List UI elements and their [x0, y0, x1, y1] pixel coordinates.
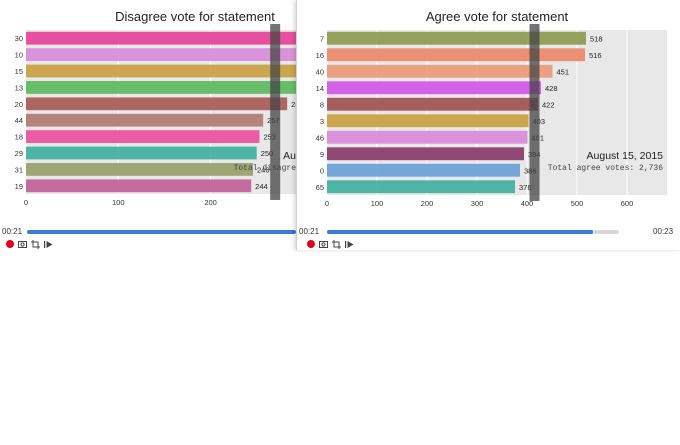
x-tick-label: 200	[204, 198, 217, 207]
left-player-controls	[6, 238, 53, 250]
x-tick-label: 500	[571, 199, 584, 208]
value-label: 246	[257, 165, 270, 174]
category-label: 10	[15, 51, 23, 60]
marker-band	[270, 24, 281, 200]
left-current-time: 00:21	[2, 227, 23, 236]
category-label: 3	[320, 117, 324, 126]
bar-16	[327, 48, 585, 62]
right-current-time: 00:21	[299, 227, 320, 236]
marker-band	[529, 24, 540, 201]
category-label: 30	[15, 34, 23, 43]
bar-15	[26, 64, 296, 78]
category-label: 8	[320, 100, 324, 109]
bar-13	[26, 81, 296, 94]
right-progress-fill	[327, 230, 593, 234]
value-label: 428	[545, 84, 558, 93]
right-progress-bar[interactable]	[327, 230, 619, 234]
bar-8	[327, 97, 538, 111]
bar-20	[26, 97, 288, 111]
bar-9	[327, 147, 524, 161]
category-label: 20	[15, 100, 23, 109]
category-label: 18	[15, 133, 23, 142]
category-label: 46	[316, 133, 324, 142]
bar-40	[327, 64, 553, 78]
x-tick-label: 0	[325, 199, 329, 208]
x-tick-label: 600	[621, 199, 634, 208]
category-label: 7	[320, 34, 324, 43]
bar-3	[327, 114, 529, 128]
category-label: 15	[15, 67, 23, 76]
right-player-controls	[307, 238, 354, 250]
category-label: 13	[15, 83, 23, 92]
x-tick-label: 100	[112, 198, 125, 207]
x-tick-label: 0	[24, 198, 28, 207]
right-player-timeline: 00:21 00:23	[297, 226, 680, 240]
disagree-chart-panel: Disagree vote for statement3034110324153…	[0, 0, 296, 250]
disagree-bar-chart: Disagree vote for statement3034110324153…	[15, 9, 296, 207]
bar-31	[26, 163, 254, 176]
bar-10	[26, 48, 296, 61]
value-label: 253	[263, 133, 276, 142]
bar-65	[327, 180, 515, 194]
category-label: 65	[316, 183, 324, 192]
left-player-timeline: 00:21	[0, 226, 296, 240]
bar-7	[327, 31, 586, 45]
right-end-time: 00:23	[653, 227, 674, 236]
category-label: 40	[316, 67, 324, 76]
total-votes-label: Total disagre	[234, 164, 296, 173]
bar-46	[327, 130, 528, 144]
value-label: 250	[261, 149, 274, 158]
camera-icon[interactable]	[319, 240, 328, 249]
value-label: 422	[542, 100, 555, 109]
category-label: 14	[316, 84, 324, 93]
category-label: 44	[15, 116, 23, 125]
record-icon[interactable]	[307, 240, 315, 248]
category-label: 29	[15, 149, 23, 158]
value-label: 451	[557, 67, 570, 76]
x-tick-label: 100	[371, 199, 384, 208]
chart-title: Agree vote for statement	[426, 9, 569, 24]
play-icon[interactable]	[345, 240, 354, 249]
bar-18	[26, 130, 260, 143]
value-label: 516	[589, 51, 602, 60]
agree-bar-chart: Agree vote for statement 7 518 16 516 40 451 14…	[316, 9, 667, 208]
crop-icon[interactable]	[31, 239, 40, 249]
crop-icon[interactable]	[332, 239, 341, 249]
bar-19	[26, 179, 252, 193]
play-icon[interactable]	[44, 240, 53, 249]
bar-0	[327, 163, 520, 177]
category-label: 9	[320, 150, 324, 159]
category-label: 19	[15, 182, 23, 191]
value-label: 244	[255, 182, 268, 191]
x-tick-label: 200	[421, 199, 434, 208]
left-progress-fill	[27, 230, 296, 234]
left-progress-bar[interactable]	[27, 230, 296, 234]
category-label: 0	[320, 166, 324, 175]
value-label: 376	[519, 183, 532, 192]
camera-icon[interactable]	[18, 240, 27, 249]
bar-29	[26, 146, 257, 160]
bar-44	[26, 113, 264, 127]
value-label: 518	[590, 34, 603, 43]
date-label: Au	[283, 150, 296, 162]
date-label: August 15, 2015	[587, 150, 664, 162]
bar-30	[26, 31, 296, 45]
bar-14	[327, 81, 541, 95]
value-label: 283	[291, 100, 296, 109]
x-tick-label: 300	[471, 199, 484, 208]
agree-chart-panel: Agree vote for statement 7 518 16 516 40 451 14…	[296, 0, 680, 250]
x-tick-label: 400	[521, 199, 534, 208]
record-icon[interactable]	[6, 240, 14, 248]
chart-title: Disagree vote for statement	[115, 9, 275, 24]
category-label: 16	[316, 51, 324, 60]
category-label: 31	[15, 165, 23, 174]
total-votes-label: Total agree votes: 2,736	[548, 164, 663, 173]
